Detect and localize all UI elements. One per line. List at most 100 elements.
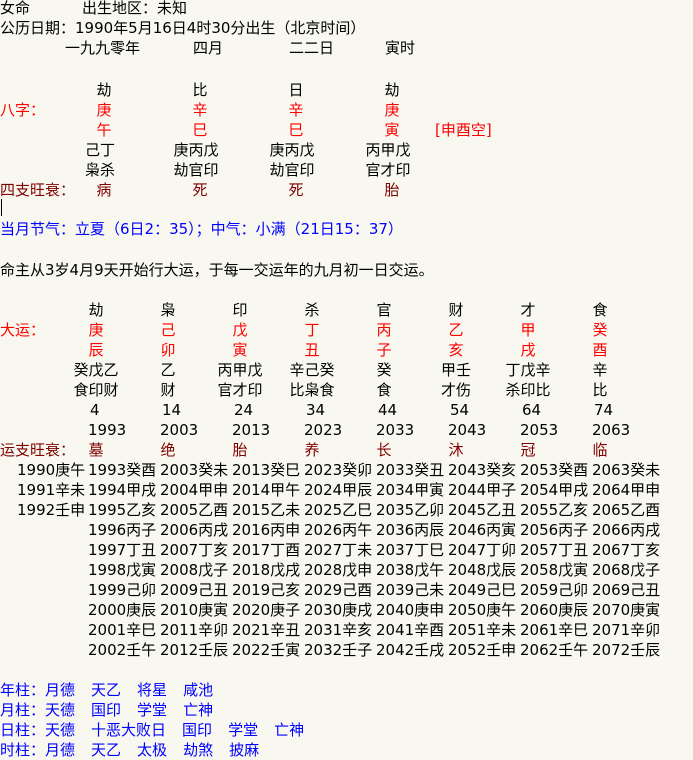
liunian-year: 2018戊戌 bbox=[232, 561, 301, 579]
liunian-year: 2028戊申 bbox=[304, 561, 373, 579]
shensha-item: 月德 bbox=[45, 681, 76, 699]
dayun-branch: 酉 bbox=[592, 341, 608, 359]
liunian-year: 2003癸未 bbox=[160, 461, 229, 479]
liunian-year: 2036丙辰 bbox=[376, 521, 445, 539]
dayun-year: 2043 bbox=[448, 421, 487, 439]
pillar-state: 死 bbox=[288, 181, 304, 199]
dayun-hidden-stems: 甲壬 bbox=[440, 361, 472, 379]
dayun-year: 2003 bbox=[160, 421, 199, 439]
shensha-item: 亡神 bbox=[183, 701, 214, 719]
pillar-branch: 巳 bbox=[288, 121, 304, 139]
shensha-item: 天德 bbox=[45, 721, 76, 739]
liunian-year: 2009己丑 bbox=[160, 581, 229, 599]
dayun-label: 大运： bbox=[0, 321, 46, 339]
shensha-item: 月德 bbox=[45, 741, 76, 759]
lunar-date-part: 一九九零年 bbox=[65, 39, 141, 57]
shensha-pillar-label: 日柱： bbox=[0, 721, 46, 739]
liunian-year: 2070庚寅 bbox=[592, 601, 661, 619]
dayun-hidden-gods: 财 bbox=[160, 381, 176, 399]
dayun-state: 沐 bbox=[448, 441, 464, 459]
shensha-item: 十恶大败日 bbox=[91, 721, 167, 739]
bazi-state-label: 四支旺衰： bbox=[0, 181, 76, 199]
dayun-branch: 戌 bbox=[520, 341, 536, 359]
liunian-year: 2024甲辰 bbox=[304, 481, 373, 499]
dayun-year: 2023 bbox=[304, 421, 343, 439]
bazi-label: 八字： bbox=[0, 101, 46, 119]
liunian-year: 1999己卯 bbox=[88, 581, 157, 599]
liunian-year: 2015乙未 bbox=[232, 501, 301, 519]
liunian-year: 2017丁酉 bbox=[232, 541, 301, 559]
dayun-age: 4 bbox=[90, 401, 100, 419]
liunian-year: 2005乙酉 bbox=[160, 501, 229, 519]
dayun-hidden-stems: 丁戊辛 bbox=[505, 361, 551, 379]
liunian-year: 1998戊寅 bbox=[88, 561, 157, 579]
dayun-ten-god: 才 bbox=[520, 301, 536, 319]
liunian-year: 2054甲戌 bbox=[520, 481, 589, 499]
liunian-year: 2033癸丑 bbox=[376, 461, 445, 479]
dayun-intro: 命主从3岁4月9天开始行大运，于每一交运年的九月初一日交运。 bbox=[0, 261, 434, 279]
liunian-year: 2066丙戌 bbox=[592, 521, 661, 539]
dayun-hidden-gods: 杀印比 bbox=[505, 381, 551, 399]
dayun-hidden-gods: 食印财 bbox=[73, 381, 119, 399]
pillar-ten-god: 劫 bbox=[96, 81, 112, 99]
liunian-year: 2055乙亥 bbox=[520, 501, 589, 519]
liunian-year: 1993癸酉 bbox=[88, 461, 157, 479]
dayun-stem: 戊 bbox=[232, 321, 248, 339]
dayun-state: 冠 bbox=[520, 441, 536, 459]
liunian-year: 2043癸亥 bbox=[448, 461, 517, 479]
dayun-ten-god: 财 bbox=[448, 301, 464, 319]
liunian-year: 2006丙戌 bbox=[160, 521, 229, 539]
shensha-pillar-label: 月柱： bbox=[0, 701, 46, 719]
liunian-year: 1994甲戌 bbox=[88, 481, 157, 499]
pillar-hidden-gods: 官才印 bbox=[365, 161, 411, 179]
liunian-year: 2007丁亥 bbox=[160, 541, 229, 559]
dayun-state: 胎 bbox=[232, 441, 248, 459]
liunian-year: 2037丁巳 bbox=[376, 541, 445, 559]
dayun-hidden-stems: 丙甲戊 bbox=[217, 361, 263, 379]
liunian-year: 2014甲午 bbox=[232, 481, 301, 499]
dayun-state: 绝 bbox=[160, 441, 176, 459]
dayun-stem: 丙 bbox=[376, 321, 392, 339]
shensha-item: 国印 bbox=[91, 701, 122, 719]
pillar-ten-god: 日 bbox=[288, 81, 304, 99]
dayun-state: 临 bbox=[592, 441, 608, 459]
liunian-year: 2061辛巳 bbox=[520, 621, 589, 639]
liunian-year: 2040庚申 bbox=[376, 601, 445, 619]
liunian-year: 2030庚戌 bbox=[304, 601, 373, 619]
liunian-year: 2035乙卯 bbox=[376, 501, 445, 519]
liunian-year: 2026丙午 bbox=[304, 521, 373, 539]
dayun-branch: 子 bbox=[376, 341, 392, 359]
dayun-hidden-gods: 才伤 bbox=[440, 381, 472, 399]
liunian-year: 2038戊午 bbox=[376, 561, 445, 579]
dayun-state: 墓 bbox=[88, 441, 104, 459]
liunian-year: 2047丁卯 bbox=[448, 541, 517, 559]
shensha-item: 国印 bbox=[182, 721, 213, 739]
liunian-year: 2059己卯 bbox=[520, 581, 589, 599]
dayun-hidden-gods: 比枭食 bbox=[289, 381, 335, 399]
dayun-ten-god: 食 bbox=[592, 301, 608, 319]
liunian-year: 2025乙巳 bbox=[304, 501, 373, 519]
dayun-stem: 己 bbox=[160, 321, 176, 339]
kongwang: [申酉空] bbox=[435, 121, 492, 139]
dayun-age: 44 bbox=[378, 401, 398, 419]
dayun-ten-god: 杀 bbox=[304, 301, 320, 319]
dayun-age: 34 bbox=[306, 401, 326, 419]
liunian-year: 2053癸酉 bbox=[520, 461, 589, 479]
dayun-ten-god: 劫 bbox=[88, 301, 104, 319]
shensha-item: 劫煞 bbox=[183, 741, 214, 759]
dayun-stem: 庚 bbox=[88, 321, 104, 339]
pillar-hidden-gods: 劫官印 bbox=[173, 161, 219, 179]
lunar-date-part: 二二日 bbox=[289, 39, 335, 57]
liunian-year: 2013癸巳 bbox=[232, 461, 301, 479]
liunian-year: 2068戊子 bbox=[592, 561, 661, 579]
solar-date: 公历日期：1990年5月16日4时30分出生（北京时间） bbox=[0, 19, 366, 37]
liunian-year: 2046丙寅 bbox=[448, 521, 517, 539]
liunian-year: 2057丁丑 bbox=[520, 541, 589, 559]
pillar-hidden-gods: 劫官印 bbox=[269, 161, 315, 179]
liunian-year: 2063癸未 bbox=[592, 461, 661, 479]
pillar-stem: 庚 bbox=[96, 101, 112, 119]
dayun-hidden-gods: 官才印 bbox=[217, 381, 263, 399]
shensha-item: 学堂 bbox=[137, 701, 168, 719]
dayun-hidden-stems: 辛己癸 bbox=[289, 361, 335, 379]
pillar-branch: 寅 bbox=[384, 121, 400, 139]
